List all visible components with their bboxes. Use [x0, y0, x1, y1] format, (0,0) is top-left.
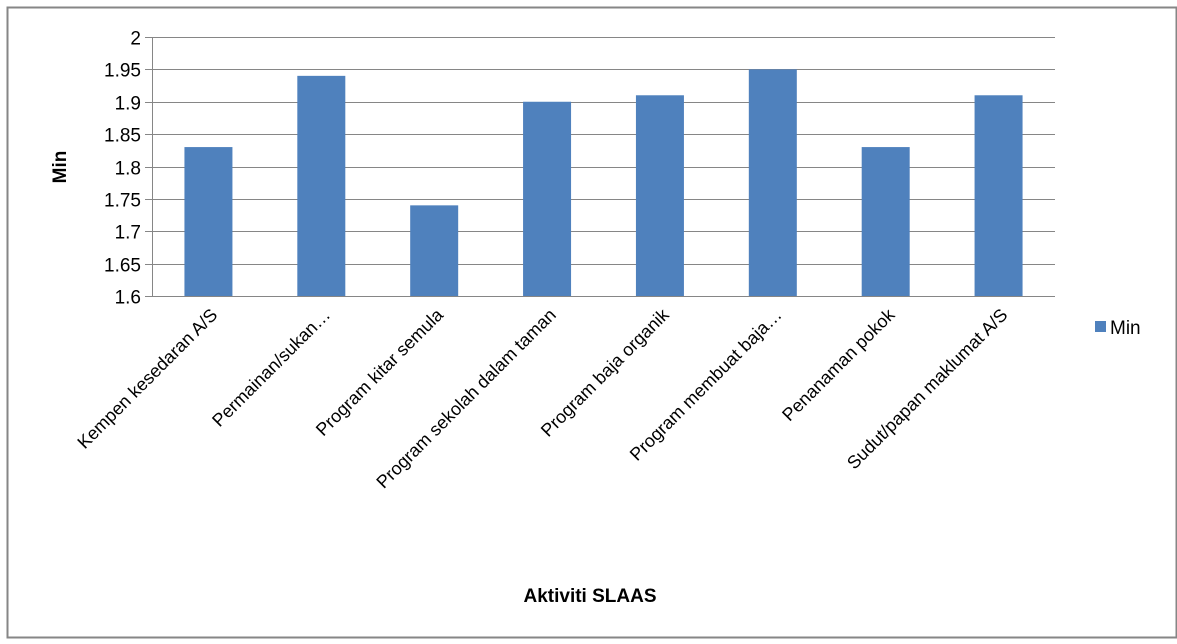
bar	[974, 95, 1023, 297]
y-tick-label: 1.95	[104, 61, 141, 82]
legend-swatch	[1095, 321, 1106, 332]
y-tick-label: 1.75	[104, 191, 141, 212]
y-tick-label: 1.7	[115, 223, 141, 244]
y-tick-label: 1.9	[115, 94, 141, 115]
bar	[748, 69, 797, 296]
legend: Min	[1095, 318, 1141, 339]
legend-label: Min	[1110, 318, 1141, 339]
bar	[184, 147, 233, 296]
y-tick-label: 1.6	[115, 288, 141, 309]
bar	[523, 101, 572, 296]
y-tick-label: 1.8	[115, 159, 141, 180]
x-axis-title: Aktiviti SLAAS	[523, 586, 656, 607]
y-tick-label: 1.85	[104, 126, 141, 147]
bar	[861, 147, 910, 296]
bar	[297, 75, 346, 296]
y-tick-label: 1.65	[104, 256, 141, 277]
y-axis-title: Min	[50, 151, 71, 184]
y-tick-labels: 1.6 1.65 1.7 1.75 1.8 1.85 1.9 1.95 2	[104, 29, 141, 309]
bar	[635, 95, 684, 297]
y-tick-label: 2	[130, 29, 141, 50]
gridlines	[145, 37, 1055, 297]
bar	[410, 205, 459, 296]
bars	[184, 69, 1023, 297]
